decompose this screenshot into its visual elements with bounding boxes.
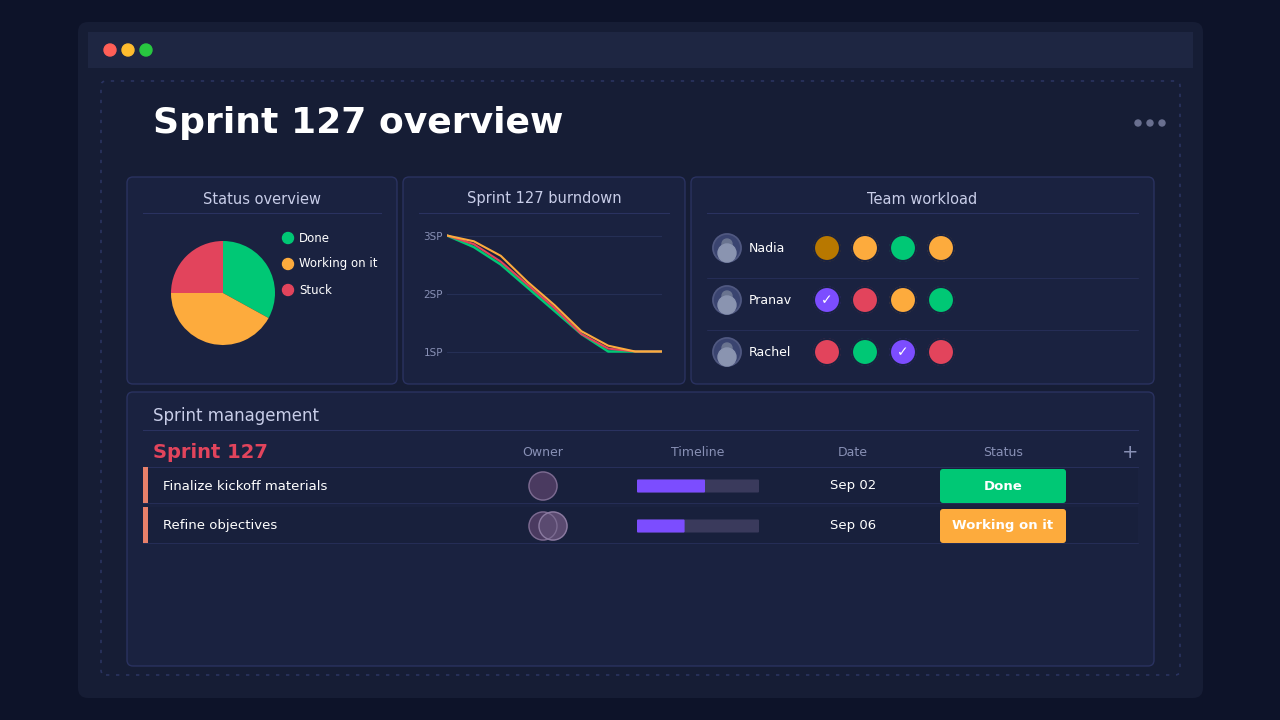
FancyBboxPatch shape — [88, 32, 1193, 68]
Circle shape — [529, 472, 557, 500]
Circle shape — [890, 235, 916, 261]
Wedge shape — [172, 241, 223, 293]
Circle shape — [814, 339, 840, 365]
Circle shape — [814, 235, 840, 261]
Circle shape — [852, 235, 878, 261]
Circle shape — [928, 339, 954, 365]
Text: Sep 02: Sep 02 — [829, 480, 876, 492]
Circle shape — [814, 287, 840, 313]
FancyBboxPatch shape — [403, 177, 685, 384]
Circle shape — [928, 287, 954, 313]
FancyBboxPatch shape — [143, 507, 148, 543]
Text: Sprint management: Sprint management — [154, 407, 319, 425]
FancyBboxPatch shape — [127, 392, 1155, 666]
Text: Sprint 127 burndown: Sprint 127 burndown — [467, 192, 621, 207]
Circle shape — [722, 343, 732, 353]
Circle shape — [539, 512, 567, 540]
Text: Team workload: Team workload — [868, 192, 978, 207]
Text: ✓: ✓ — [897, 345, 909, 359]
Circle shape — [928, 235, 954, 261]
Circle shape — [713, 234, 741, 262]
Circle shape — [890, 287, 916, 313]
Circle shape — [890, 339, 916, 365]
Circle shape — [104, 44, 116, 56]
Circle shape — [283, 258, 293, 269]
Wedge shape — [172, 293, 269, 345]
FancyBboxPatch shape — [78, 22, 1203, 698]
FancyBboxPatch shape — [143, 467, 1138, 503]
Circle shape — [722, 291, 732, 301]
Wedge shape — [223, 241, 275, 318]
Text: Sprint 127 overview: Sprint 127 overview — [154, 106, 563, 140]
Circle shape — [529, 512, 557, 540]
Text: Date: Date — [838, 446, 868, 459]
Text: Rachel: Rachel — [749, 346, 791, 359]
FancyBboxPatch shape — [127, 177, 397, 384]
Text: Done: Done — [300, 232, 330, 245]
Circle shape — [1135, 120, 1140, 126]
FancyBboxPatch shape — [637, 480, 759, 492]
Text: Refine objectives: Refine objectives — [163, 520, 278, 533]
Text: ✓: ✓ — [822, 293, 833, 307]
Text: Pranav: Pranav — [749, 294, 792, 307]
Circle shape — [283, 233, 293, 243]
Circle shape — [718, 296, 736, 314]
Circle shape — [283, 284, 293, 295]
Text: Finalize kickoff materials: Finalize kickoff materials — [163, 480, 328, 492]
Text: +: + — [1121, 444, 1138, 462]
Text: Stuck: Stuck — [300, 284, 332, 297]
Circle shape — [718, 244, 736, 262]
Text: Status: Status — [983, 446, 1023, 459]
Text: Status overview: Status overview — [204, 192, 321, 207]
Text: Timeline: Timeline — [671, 446, 724, 459]
Circle shape — [122, 44, 134, 56]
FancyBboxPatch shape — [940, 469, 1066, 503]
Circle shape — [713, 286, 741, 314]
Circle shape — [852, 287, 878, 313]
Text: Done: Done — [983, 480, 1023, 492]
FancyBboxPatch shape — [637, 520, 759, 533]
Text: Sep 06: Sep 06 — [829, 520, 876, 533]
Text: Working on it: Working on it — [952, 520, 1053, 533]
Circle shape — [1158, 120, 1165, 126]
Circle shape — [852, 339, 878, 365]
FancyBboxPatch shape — [691, 177, 1155, 384]
FancyBboxPatch shape — [143, 467, 148, 503]
Text: Sprint 127: Sprint 127 — [154, 444, 268, 462]
Circle shape — [718, 348, 736, 366]
Text: Owner: Owner — [522, 446, 563, 459]
Text: Nadia: Nadia — [749, 241, 786, 254]
Circle shape — [140, 44, 152, 56]
Circle shape — [722, 239, 732, 249]
FancyBboxPatch shape — [143, 507, 1138, 543]
Circle shape — [1147, 120, 1153, 126]
FancyBboxPatch shape — [637, 520, 685, 533]
Text: Working on it: Working on it — [300, 258, 378, 271]
FancyBboxPatch shape — [940, 509, 1066, 543]
Circle shape — [713, 338, 741, 366]
FancyBboxPatch shape — [637, 480, 705, 492]
